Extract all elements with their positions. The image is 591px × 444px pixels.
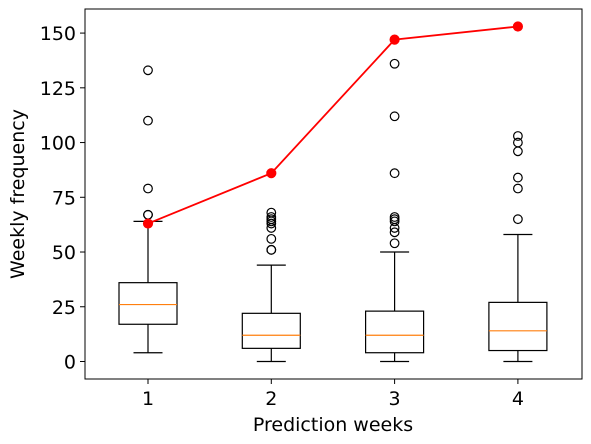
outlier-point xyxy=(266,212,277,222)
outlier-point xyxy=(513,183,523,194)
outlier-point xyxy=(143,65,153,76)
outlier-point xyxy=(143,209,153,220)
axis-layer: 0 25 50 75 100 125 150 1 2 3 4 xyxy=(40,23,524,410)
outlier-point xyxy=(513,137,523,148)
iqr-box xyxy=(365,310,425,354)
series-line xyxy=(147,25,518,225)
y-axis-title: Weekly frequency xyxy=(7,109,29,279)
x-tick-label: 2 xyxy=(265,388,277,410)
y-tick-label: 50 xyxy=(52,242,76,264)
iqr-box xyxy=(118,282,178,325)
axes-frame xyxy=(84,8,583,380)
box-group-3 xyxy=(365,58,425,363)
outlier-point xyxy=(266,233,277,244)
series-point xyxy=(266,168,277,179)
x-tick-label: 4 xyxy=(512,388,524,410)
x-tick-label: 1 xyxy=(142,388,154,410)
plot-layer xyxy=(118,21,548,363)
outlier-point xyxy=(143,183,153,194)
box-group-4 xyxy=(488,131,548,363)
iqr-box xyxy=(488,301,548,352)
x-axis-title: Prediction weeks xyxy=(253,414,413,436)
y-tick-label: 150 xyxy=(40,23,76,45)
outlier-point xyxy=(143,115,153,126)
outlier-point xyxy=(389,212,400,222)
outlier-point xyxy=(266,244,277,255)
outlier-point xyxy=(389,111,400,122)
outlier-point xyxy=(513,172,523,183)
series-point xyxy=(142,218,154,229)
outlier-point xyxy=(513,214,523,225)
outlier-point xyxy=(389,227,400,238)
box-group-1 xyxy=(118,65,178,354)
outlier-point xyxy=(513,146,523,157)
series-point xyxy=(512,21,524,32)
y-tick-label: 75 xyxy=(52,187,76,209)
y-tick-label: 100 xyxy=(40,133,76,155)
outlier-point xyxy=(513,131,523,141)
outlier-point xyxy=(389,238,400,249)
x-tick-label: 3 xyxy=(389,388,401,410)
y-tick-label: 0 xyxy=(64,351,76,373)
box-group-2 xyxy=(241,207,301,363)
iqr-box xyxy=(241,312,301,349)
outlier-point xyxy=(389,168,400,179)
outlier-point xyxy=(266,207,277,218)
outlier-point xyxy=(389,58,400,69)
series-point xyxy=(389,34,400,45)
y-tick-label: 125 xyxy=(40,78,76,100)
y-tick-label: 25 xyxy=(52,297,76,319)
